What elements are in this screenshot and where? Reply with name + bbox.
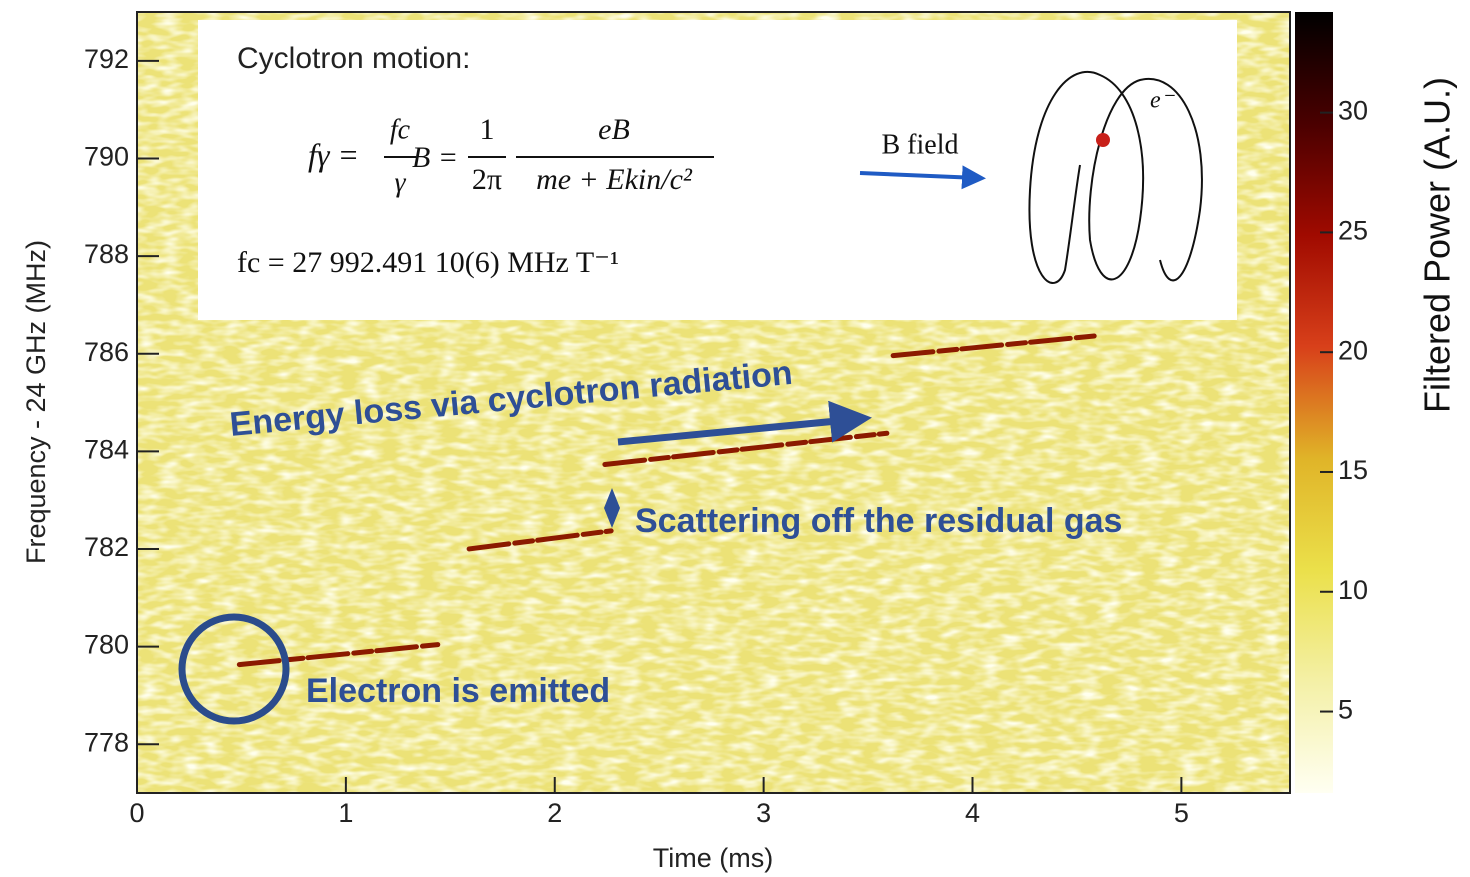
- formula-part: B =: [412, 141, 458, 174]
- colorbar-label: Filtered Power (A.U.): [1417, 77, 1458, 413]
- formula-part: eB: [598, 113, 630, 146]
- x-tick-label: 2: [547, 798, 562, 828]
- formula-part: γ: [394, 167, 406, 198]
- y-tick-label: 788: [84, 239, 129, 269]
- y-axis-label: Frequency - 24 GHz (MHz): [21, 240, 51, 564]
- colorbar-tick-label: 15: [1338, 455, 1368, 485]
- annotation-arrow: [604, 488, 620, 528]
- y-tick-label: 780: [84, 630, 129, 660]
- track: [890, 333, 1101, 359]
- b-field-label: B field: [882, 129, 959, 160]
- formula-constant: fc = 27 992.491 10(6) MHz T⁻¹: [237, 246, 619, 279]
- inset-box: [198, 20, 1237, 320]
- x-tick-label: 4: [965, 798, 980, 828]
- y-tick-label: 778: [84, 727, 129, 757]
- colorbar-tick-label: 20: [1338, 335, 1368, 365]
- b-field-arrow: [859, 165, 986, 190]
- electron-dot: [1096, 133, 1110, 147]
- formula-part: 1: [480, 113, 495, 146]
- x-tick-label: 1: [338, 798, 353, 828]
- annotation: Electron is emitted: [306, 672, 610, 710]
- formula-part: fc: [390, 114, 411, 145]
- y-tick-label: 782: [84, 532, 129, 562]
- y-tick-label: 786: [84, 337, 129, 367]
- y-tick-label: 792: [84, 44, 129, 74]
- colorbar-tick-label: 30: [1338, 96, 1368, 126]
- annotation: Scattering off the residual gas: [635, 502, 1122, 540]
- colorbar: [1295, 12, 1333, 793]
- x-tick-label: 5: [1174, 798, 1189, 828]
- formula-part: 2π: [472, 163, 502, 196]
- annotation-arrow: [617, 400, 872, 446]
- y-tick-label: 790: [84, 142, 129, 172]
- track: [236, 642, 441, 668]
- formula-lhs: fγ =: [308, 136, 359, 172]
- colorbar-tick-label: 5: [1338, 695, 1353, 725]
- plot-frame: [136, 11, 1291, 794]
- x-axis-label: Time (ms): [653, 843, 773, 873]
- colorbar-tick-label: 10: [1338, 575, 1368, 605]
- helix: [1028, 70, 1203, 284]
- formula-part: me + Ekin/c²: [536, 163, 693, 196]
- y-tick-label: 784: [84, 434, 129, 464]
- electron-label: e⁻: [1150, 88, 1176, 114]
- x-tick-label: 0: [129, 798, 144, 828]
- track: [466, 528, 614, 552]
- inset-title: Cyclotron motion:: [237, 42, 470, 75]
- colorbar-tick-label: 25: [1338, 216, 1368, 246]
- x-tick-label: 3: [756, 798, 771, 828]
- annotation-circle: [178, 613, 290, 725]
